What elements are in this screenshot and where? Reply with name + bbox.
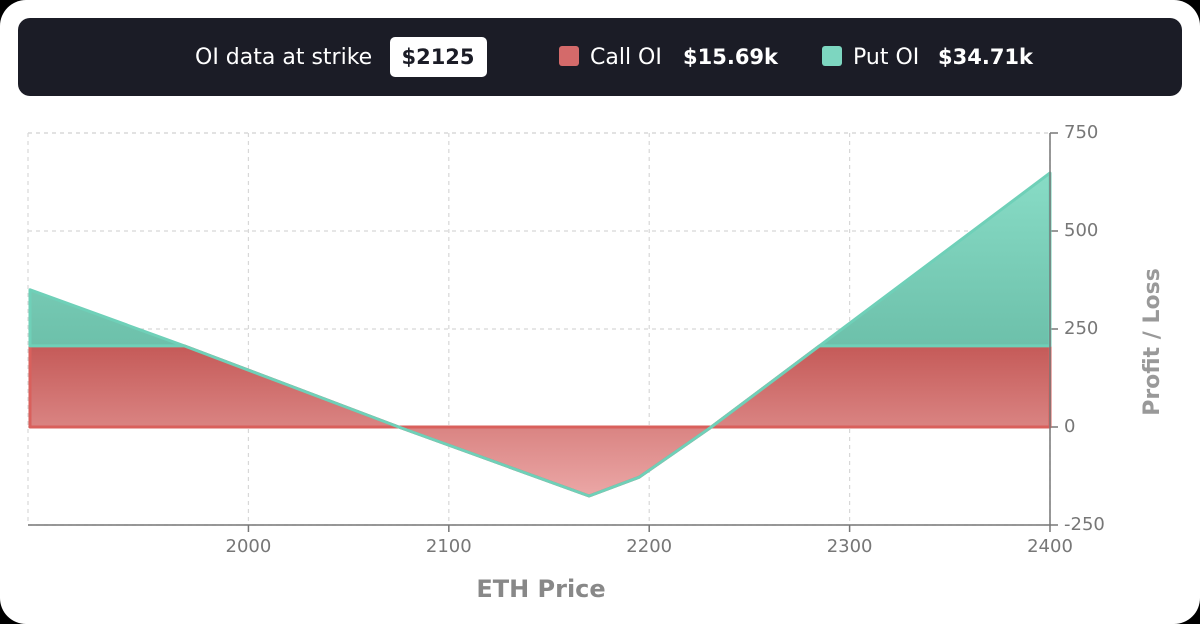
y-tick-label: 250 bbox=[1064, 318, 1098, 339]
x-tick-label: 2100 bbox=[426, 536, 472, 557]
y-tick-label: 0 bbox=[1064, 416, 1075, 437]
x-tick-label: 2200 bbox=[626, 536, 672, 557]
strike-chip[interactable] bbox=[390, 37, 487, 77]
y-axis-label: Profit / Loss bbox=[1140, 268, 1165, 416]
y-tick-label: -250 bbox=[1064, 514, 1105, 535]
plot: -250 0 250 500 750 2000 2100 2200 2300 2400 bbox=[27, 122, 1105, 557]
y-tick-label: 500 bbox=[1064, 220, 1098, 241]
legend-value: $15.69k bbox=[683, 45, 779, 69]
y-tick-label: 750 bbox=[1064, 122, 1098, 143]
legend-swatch bbox=[822, 46, 842, 66]
legend: Call OI $15.69k Put OI $34.71k bbox=[559, 45, 1034, 70]
strike-label: OI data at strike bbox=[195, 45, 372, 70]
header-bar bbox=[18, 18, 1182, 96]
legend-label: Put OI bbox=[853, 45, 919, 70]
x-axis-label: ETH Price bbox=[476, 575, 605, 603]
legend-value: $34.71k bbox=[938, 45, 1034, 69]
x-tick-label: 2000 bbox=[226, 536, 272, 557]
x-tick-label: 2300 bbox=[827, 536, 873, 557]
strike-value[interactable]: $2125 bbox=[401, 45, 474, 69]
x-tick-label: 2400 bbox=[1027, 536, 1073, 557]
legend-swatch bbox=[559, 46, 579, 66]
legend-label: Call OI bbox=[590, 45, 662, 70]
